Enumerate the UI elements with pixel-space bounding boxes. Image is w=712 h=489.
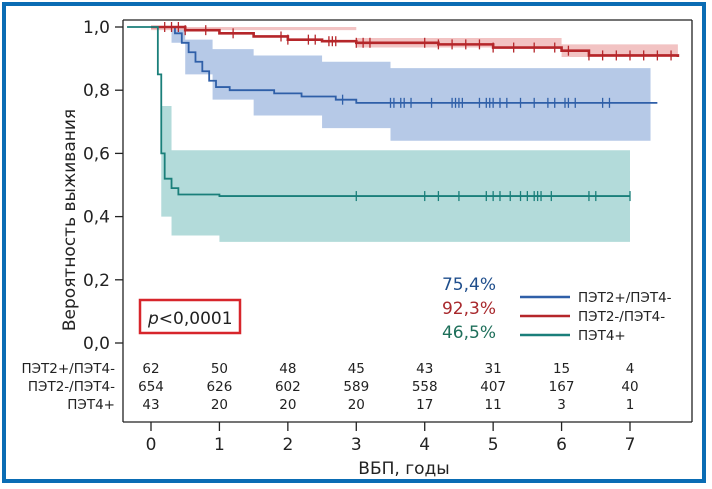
p-value: p<0,0001	[147, 309, 233, 329]
y-tick-label: 0,0	[83, 334, 110, 354]
x-tick-label: 4	[419, 435, 430, 455]
risk-row-label: ПЭТ2+/ПЭТ4-	[21, 361, 115, 377]
x-ticks: 0 1 2 3 4 5 6 7	[146, 422, 636, 455]
risk-count: 589	[343, 379, 369, 395]
risk-count: 40	[621, 379, 638, 395]
x-tick-label: 3	[351, 435, 362, 455]
risk-count: 17	[416, 397, 433, 413]
y-axis-label: Вероятность выживания	[60, 109, 80, 331]
x-tick-label: 0	[146, 435, 157, 455]
survival-label-0: 75,4%	[442, 275, 496, 295]
risk-count: 4	[626, 361, 635, 377]
risk-count: 602	[275, 379, 301, 395]
censor-marks	[164, 22, 672, 202]
risk-count: 43	[416, 361, 433, 377]
risk-row-label: ПЭТ4+	[67, 397, 115, 413]
risk-count: 3	[557, 397, 566, 413]
survival-curve-0	[151, 26, 658, 104]
risk-count: 20	[211, 397, 228, 413]
risk-count: 48	[279, 361, 296, 377]
risk-count: 558	[412, 379, 438, 395]
risk-count: 43	[142, 397, 159, 413]
risk-count: 1	[626, 397, 635, 413]
y-tick-label: 0,4	[83, 208, 110, 228]
survival-labels: 75,4% 92,3% 46,5%	[442, 275, 496, 343]
p-value-box	[138, 298, 242, 335]
risk-row-label: ПЭТ2-/ПЭТ4-	[28, 379, 115, 395]
legend-label-1: ПЭТ2-/ПЭТ4-	[578, 309, 665, 325]
x-tick-label: 6	[556, 435, 567, 455]
legend-label-0: ПЭТ2+/ПЭТ4-	[578, 290, 672, 306]
x-tick-label: 5	[488, 435, 499, 455]
confidence-bands	[151, 27, 678, 242]
risk-count: 167	[549, 379, 575, 395]
risk-count: 626	[207, 379, 233, 395]
ci-band-1	[151, 27, 678, 64]
x-axis-label: ВБП, годы	[358, 459, 449, 479]
x-tick-label: 7	[625, 435, 636, 455]
legend-label-2: ПЭТ4+	[578, 328, 626, 344]
x-tick-label: 1	[214, 435, 225, 455]
p-value-text: <0,0001	[159, 309, 233, 329]
ci-band-2	[161, 106, 630, 242]
survival-label-2: 46,5%	[442, 323, 496, 343]
y-tick-label: 0,8	[83, 81, 110, 101]
risk-count: 62	[142, 361, 159, 377]
risk-count: 31	[485, 361, 502, 377]
risk-count: 50	[211, 361, 228, 377]
risk-count: 407	[480, 379, 506, 395]
survival-curve-2	[127, 26, 630, 197]
x-tick-label: 2	[282, 435, 293, 455]
risk-count: 654	[138, 379, 164, 395]
y-tick-label: 1,0	[83, 18, 110, 38]
risk-count: 20	[279, 397, 296, 413]
legend: ПЭТ2+/ПЭТ4- ПЭТ2-/ПЭТ4- ПЭТ4+	[520, 290, 672, 344]
risk-count: 11	[485, 397, 502, 413]
y-tick-label: 0,2	[83, 271, 110, 291]
p-value-label: p	[147, 309, 159, 329]
survival-label-1: 92,3%	[442, 299, 496, 319]
y-tick-label: 0,6	[83, 144, 110, 164]
chart-frame	[2, 2, 706, 483]
risk-count: 45	[348, 361, 365, 377]
risk-count: 20	[348, 397, 365, 413]
risk-count: 15	[553, 361, 570, 377]
ci-band-0	[171, 27, 651, 141]
y-ticks: 0,0 0,2 0,4 0,6 0,8 1,0	[83, 18, 123, 354]
